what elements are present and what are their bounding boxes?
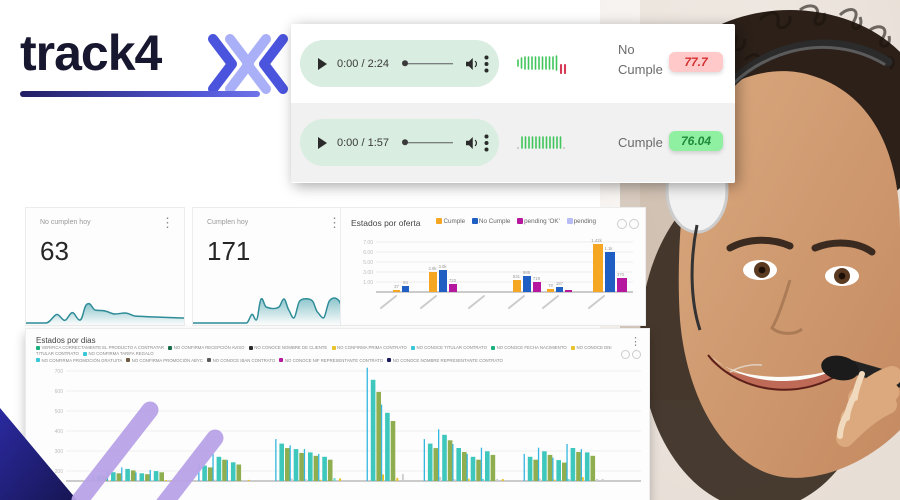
svg-text:1.1k: 1.1k: [604, 246, 613, 251]
svg-text:5.00: 5.00: [363, 260, 373, 266]
svg-text:2.9k: 2.9k: [428, 266, 437, 271]
svg-text:300: 300: [55, 449, 64, 455]
svg-text:200: 200: [55, 469, 64, 475]
svg-text:700: 700: [55, 369, 64, 375]
svg-text:track4: track4: [20, 25, 163, 81]
svg-text:3.0k: 3.0k: [438, 264, 447, 269]
svg-text:719: 719: [533, 276, 541, 281]
svg-text:988: 988: [523, 270, 531, 275]
svg-text:3.00: 3.00: [363, 270, 373, 276]
svg-text:84: 84: [403, 280, 408, 285]
svg-text:7.00: 7.00: [363, 240, 373, 246]
svg-text:1.00: 1.00: [363, 280, 373, 286]
svg-text:78: 78: [548, 283, 553, 288]
svg-text:37: 37: [394, 284, 399, 289]
svg-text:400: 400: [55, 429, 64, 435]
svg-text:187: 187: [556, 281, 564, 286]
svg-text:500: 500: [55, 409, 64, 415]
svg-text:1.42k: 1.42k: [591, 238, 602, 243]
svg-text:531: 531: [513, 274, 521, 279]
svg-text:370: 370: [617, 272, 625, 277]
svg-text:6.00: 6.00: [363, 250, 373, 256]
svg-text:723: 723: [449, 278, 457, 283]
svg-text:600: 600: [55, 389, 64, 395]
